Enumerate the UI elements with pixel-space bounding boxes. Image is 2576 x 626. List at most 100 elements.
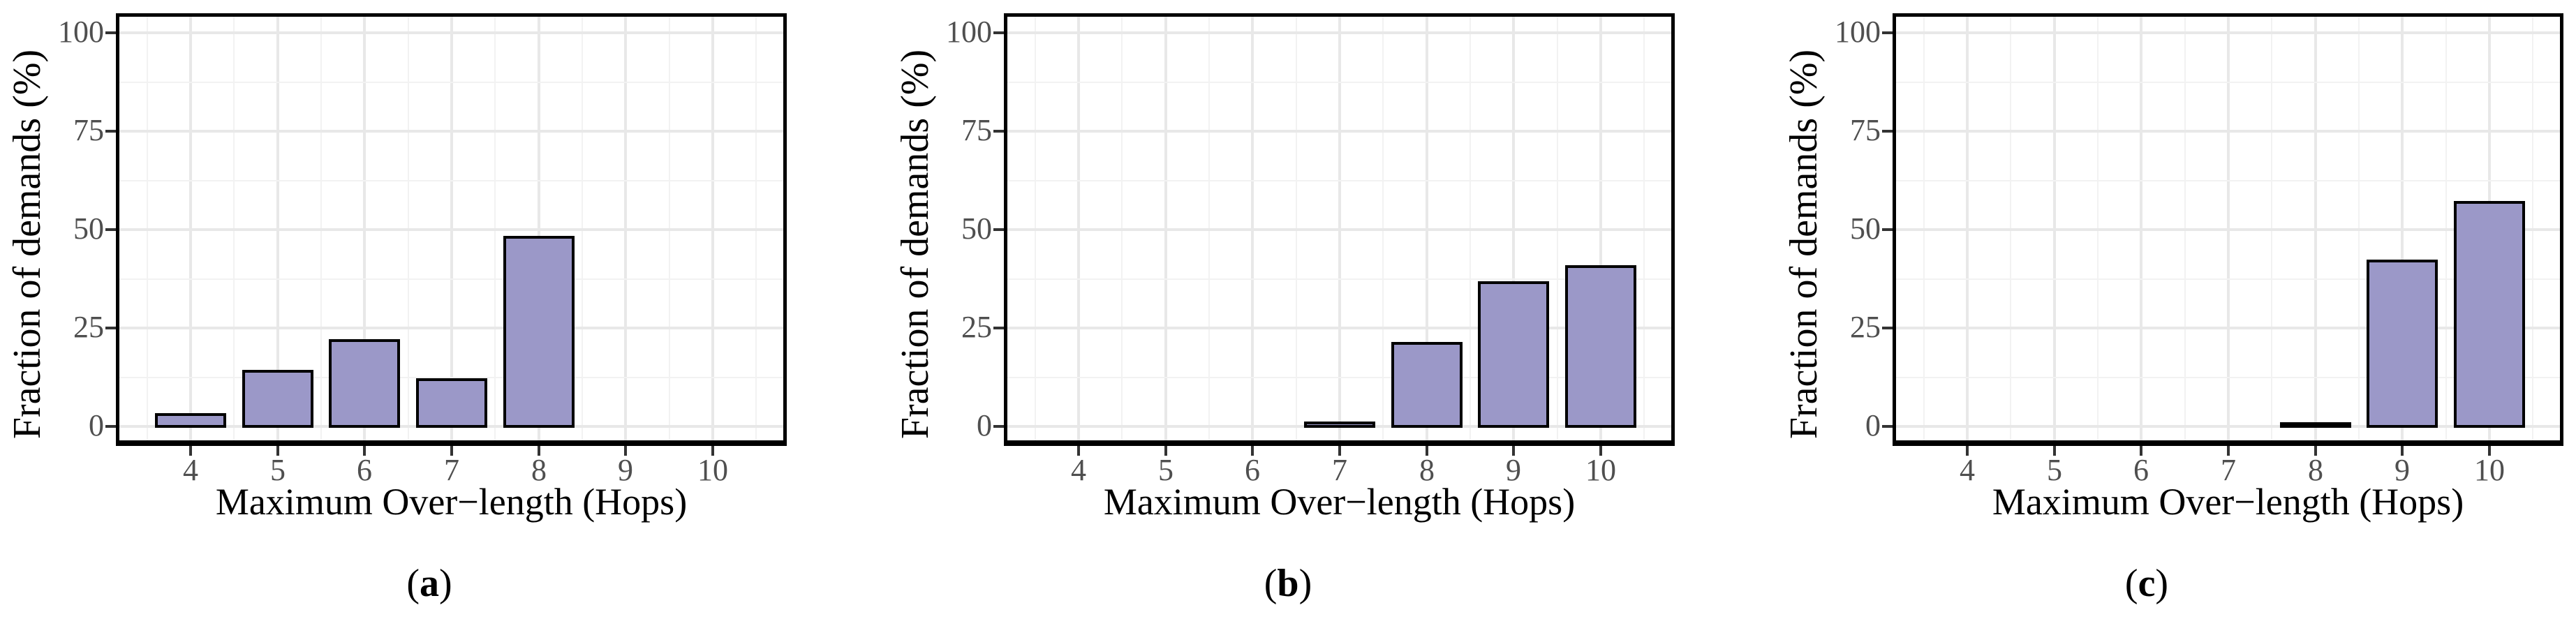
y-tick-label-0: 0 [1865,408,1881,443]
x-tick-label-9: 9 [2394,453,2410,487]
gridline-major-h-75 [119,130,783,133]
y-tick-mark-75 [993,130,1004,133]
x-tick-label-7: 7 [444,453,459,487]
y-tick-label-25: 25 [961,310,992,345]
y-tick-mark-100 [1882,31,1893,34]
gridline-major-h-25 [119,327,783,329]
gridline-major-h-0 [1896,425,2560,428]
x-tick-mark-9 [1512,446,1515,456]
x-tick-mark-10 [1599,446,1602,456]
y-tick-label-100: 100 [1835,15,1881,50]
x-tick-label-8: 8 [531,453,547,487]
caption-b: (b) [1264,562,1312,605]
y-tick-label-25: 25 [1850,310,1881,345]
gridline-minor-h [1007,278,1671,280]
y-tick-mark-100 [105,31,116,34]
gridline-minor-h [119,377,783,378]
x-tick-label-6: 6 [357,453,372,487]
x-tick-label-5: 5 [2047,453,2062,487]
gridline-minor-h [1896,82,2560,83]
plot-panel-b [1004,13,1675,446]
y-tick-label-100: 100 [58,15,104,50]
x-tick-label-6: 6 [1245,453,1260,487]
x-tick-label-10: 10 [697,453,728,487]
gridline-major-h-100 [1007,31,1671,34]
y-tick-label-0: 0 [89,408,104,443]
gridline-major-h-75 [1896,130,2560,133]
x-tick-mark-8 [2314,446,2317,456]
x-tick-mark-6 [363,446,366,456]
y-tick-label-50: 50 [961,211,992,246]
caption-a: (a) [406,562,452,605]
gridline-major-h-25 [1007,327,1671,329]
bar-hop-7 [1304,422,1375,428]
y-tick-label-75: 75 [73,113,104,148]
gridline-major-h-100 [119,31,783,34]
y-tick-mark-25 [1882,327,1893,329]
y-tick-mark-25 [993,327,1004,329]
x-tick-mark-4 [1077,446,1080,456]
x-tick-label-7: 7 [2221,453,2236,487]
x-tick-mark-7 [1338,446,1341,456]
x-tick-label-10: 10 [1585,453,1616,487]
y-tick-label-75: 75 [961,113,992,148]
bar-hop-5 [242,370,313,428]
x-tick-mark-5 [276,446,279,456]
x-tick-label-9: 9 [1506,453,1521,487]
bar-hop-4 [155,413,226,428]
gridline-major-h-75 [1007,130,1671,133]
y-tick-mark-0 [993,425,1004,428]
x-tick-label-6: 6 [2133,453,2149,487]
gridline-minor-h [1896,180,2560,181]
plot-panel-c [1893,13,2563,446]
x-tick-mark-9 [624,446,627,456]
x-tick-mark-10 [711,446,714,456]
y-tick-mark-50 [993,228,1004,231]
gridline-minor-h [1896,377,2560,378]
plot-panel-a [116,13,787,446]
caption-letter-a: a [420,562,439,605]
x-axis-title-c: Maximum Over−length (Hops) [1992,481,2464,523]
x-tick-mark-7 [450,446,453,456]
x-tick-mark-4 [189,446,192,456]
caption-c: (c) [2124,562,2169,605]
gridline-major-h-50 [119,228,783,231]
x-tick-label-8: 8 [2308,453,2323,487]
x-tick-label-10: 10 [2474,453,2505,487]
y-tick-label-75: 75 [1850,113,1881,148]
y-tick-label-50: 50 [1850,211,1881,246]
bar-hop-6 [329,339,400,428]
bar-hop-9 [1478,281,1549,428]
y-tick-mark-75 [105,130,116,133]
y-axis-title-b: Fraction of demands (%) [894,49,938,440]
x-tick-mark-5 [2053,446,2056,456]
gridline-major-h-25 [1896,327,2560,329]
x-tick-label-5: 5 [1158,453,1174,487]
x-tick-mark-4 [1966,446,1969,456]
plot-area-a [119,17,783,440]
gridline-minor-h [1007,377,1671,378]
gridline-minor-h [1007,180,1671,181]
caption-letter-c: c [2138,562,2156,605]
y-axis-title-a: Fraction of demands (%) [6,49,50,440]
gridline-major-h-100 [1896,31,2560,34]
gridline-minor-h [1007,82,1671,83]
bar-hop-7 [416,378,487,428]
bar-hop-8 [2280,422,2351,428]
x-axis-title-a: Maximum Over−length (Hops) [215,481,688,523]
x-tick-mark-5 [1164,446,1167,456]
y-tick-label-25: 25 [73,310,104,345]
y-tick-mark-0 [105,425,116,428]
y-tick-mark-0 [1882,425,1893,428]
gridline-minor-h [119,278,783,280]
y-tick-mark-75 [1882,130,1893,133]
x-tick-mark-6 [2140,446,2142,456]
bar-hop-10 [1565,265,1636,428]
bar-hop-9 [2367,260,2438,428]
y-tick-mark-100 [993,31,1004,34]
bar-hop-8 [1391,342,1463,428]
x-tick-mark-10 [2488,446,2491,456]
bar-hop-10 [2454,201,2525,428]
x-tick-label-9: 9 [618,453,633,487]
